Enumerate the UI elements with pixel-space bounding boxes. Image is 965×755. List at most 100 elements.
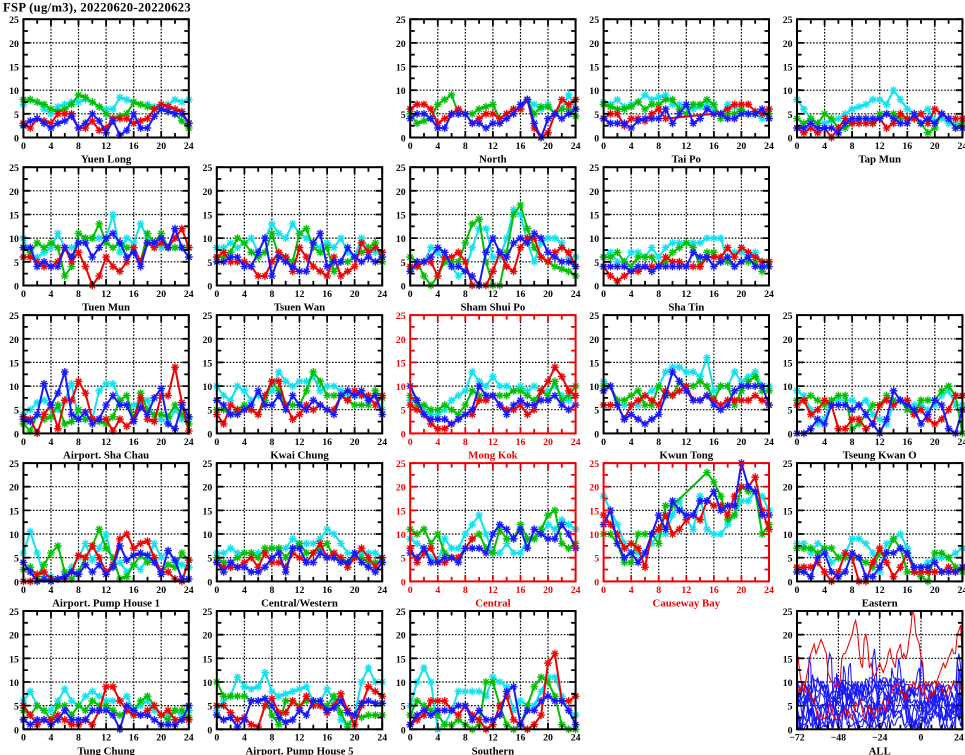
svg-text:8: 8	[656, 437, 661, 448]
svg-text:24: 24	[764, 585, 774, 596]
svg-text:20: 20	[9, 483, 19, 494]
svg-text:5: 5	[401, 702, 406, 713]
svg-text:8: 8	[76, 733, 81, 744]
svg-text:25: 25	[589, 311, 599, 322]
svg-text:10: 10	[9, 382, 19, 393]
svg-text:4: 4	[822, 141, 827, 152]
svg-text:20: 20	[350, 733, 360, 744]
svg-text:0: 0	[401, 429, 406, 440]
svg-text:20: 20	[350, 585, 360, 596]
svg-text:16: 16	[516, 437, 526, 448]
svg-text:20: 20	[930, 585, 940, 596]
svg-text:16: 16	[129, 733, 139, 744]
svg-text:16: 16	[902, 141, 912, 152]
svg-text:20: 20	[396, 483, 406, 494]
svg-text:5: 5	[594, 406, 599, 417]
svg-text:25: 25	[783, 459, 793, 470]
svg-text:16: 16	[709, 585, 719, 596]
svg-text:4: 4	[49, 289, 54, 300]
svg-text:20: 20	[543, 437, 553, 448]
svg-text:25: 25	[783, 15, 793, 26]
svg-text:25: 25	[589, 163, 599, 174]
svg-text:5: 5	[14, 702, 19, 713]
svg-text:0: 0	[408, 141, 413, 152]
svg-text:0: 0	[14, 725, 19, 736]
svg-text:12: 12	[681, 289, 691, 300]
svg-text:10: 10	[203, 234, 213, 245]
svg-text:0: 0	[14, 134, 19, 145]
svg-text:16: 16	[902, 437, 912, 448]
svg-text:12: 12	[295, 437, 305, 448]
svg-text:12: 12	[488, 437, 498, 448]
svg-text:25: 25	[203, 163, 213, 174]
svg-text:12: 12	[488, 733, 498, 744]
svg-text:0: 0	[401, 134, 406, 145]
svg-text:25: 25	[396, 459, 406, 470]
svg-text:20: 20	[737, 437, 747, 448]
svg-text:25: 25	[396, 163, 406, 174]
svg-text:20: 20	[156, 437, 166, 448]
svg-text:12: 12	[295, 585, 305, 596]
svg-text:0: 0	[214, 733, 219, 744]
svg-text:16: 16	[322, 289, 332, 300]
svg-text:−24: −24	[872, 733, 887, 744]
svg-text:0: 0	[601, 437, 606, 448]
svg-text:16: 16	[516, 733, 526, 744]
svg-text:10: 10	[589, 382, 599, 393]
svg-text:0: 0	[401, 725, 406, 736]
svg-text:10: 10	[9, 234, 19, 245]
svg-text:4: 4	[49, 733, 54, 744]
svg-text:5: 5	[207, 406, 212, 417]
svg-text:20: 20	[203, 631, 213, 642]
svg-text:15: 15	[396, 211, 406, 222]
svg-text:8: 8	[463, 437, 468, 448]
svg-text:5: 5	[788, 702, 793, 713]
svg-text:4: 4	[822, 585, 827, 596]
svg-text:20: 20	[9, 631, 19, 642]
svg-text:15: 15	[9, 211, 19, 222]
svg-text:0: 0	[601, 585, 606, 596]
svg-text:North: North	[479, 154, 507, 166]
svg-text:25: 25	[396, 15, 406, 26]
svg-text:10: 10	[396, 678, 406, 689]
svg-text:Tai Po: Tai Po	[672, 154, 701, 166]
svg-text:0: 0	[207, 429, 212, 440]
svg-text:0: 0	[408, 437, 413, 448]
svg-text:24: 24	[184, 733, 194, 744]
svg-text:25: 25	[783, 607, 793, 618]
svg-text:Tap Mun: Tap Mun	[858, 154, 901, 166]
svg-text:20: 20	[543, 585, 553, 596]
svg-text:Southern: Southern	[472, 745, 515, 755]
svg-text:24: 24	[958, 141, 965, 152]
svg-text:4: 4	[629, 289, 634, 300]
svg-text:20: 20	[737, 141, 747, 152]
svg-text:0: 0	[408, 585, 413, 596]
svg-text:16: 16	[129, 585, 139, 596]
svg-text:Central/Western: Central/Western	[261, 597, 338, 609]
svg-text:24: 24	[571, 733, 581, 744]
svg-text:20: 20	[396, 335, 406, 346]
svg-text:20: 20	[543, 141, 553, 152]
svg-text:12: 12	[875, 585, 885, 596]
svg-text:−48: −48	[831, 733, 846, 744]
svg-text:0: 0	[214, 289, 219, 300]
svg-text:0: 0	[21, 437, 26, 448]
svg-text:0: 0	[14, 577, 19, 588]
svg-text:5: 5	[788, 110, 793, 121]
svg-text:Tsuen Wan: Tsuen Wan	[274, 301, 325, 313]
svg-text:20: 20	[9, 187, 19, 198]
svg-text:0: 0	[795, 141, 800, 152]
svg-text:5: 5	[207, 702, 212, 713]
svg-text:24: 24	[764, 141, 774, 152]
svg-text:15: 15	[783, 358, 793, 369]
svg-text:4: 4	[822, 437, 827, 448]
svg-text:4: 4	[242, 585, 247, 596]
svg-text:15: 15	[9, 63, 19, 74]
svg-text:Airport. Pump House 1: Airport. Pump House 1	[52, 597, 160, 609]
svg-text:4: 4	[629, 585, 634, 596]
svg-text:25: 25	[396, 311, 406, 322]
svg-text:25: 25	[589, 15, 599, 26]
svg-text:10: 10	[396, 86, 406, 97]
svg-text:5: 5	[207, 258, 212, 269]
svg-text:20: 20	[543, 289, 553, 300]
